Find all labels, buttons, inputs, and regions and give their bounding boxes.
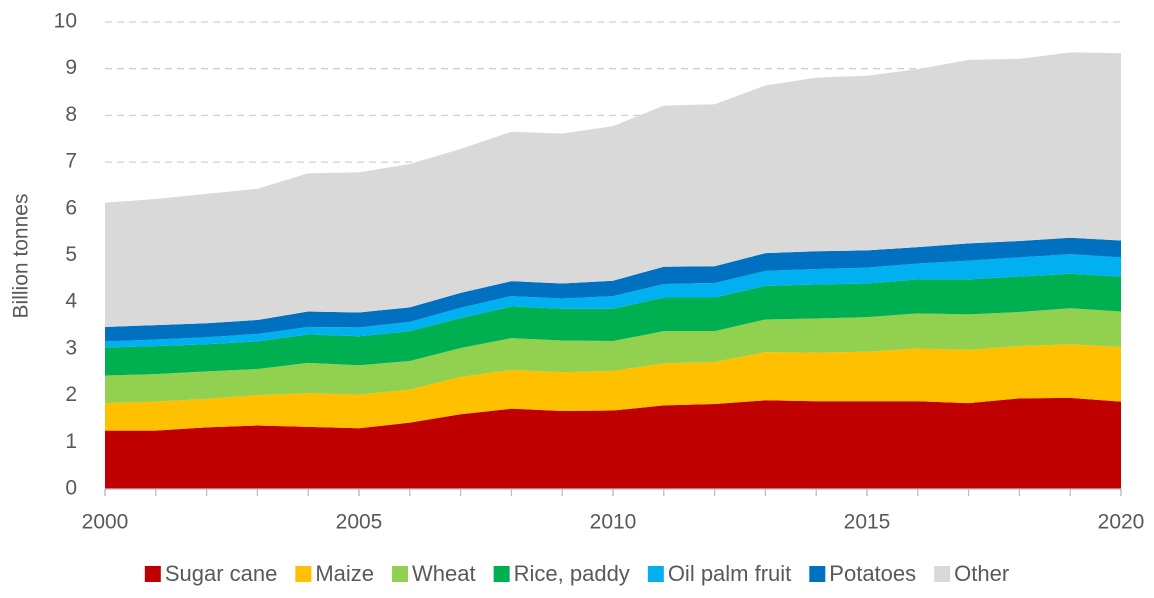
- legend-swatch: [493, 566, 510, 582]
- area: [105, 52, 1121, 327]
- area: [105, 397, 1121, 489]
- area: [105, 254, 1121, 348]
- y-axis-label: Billion tonnes: [10, 194, 33, 319]
- y-tick-label: 5: [65, 243, 77, 266]
- legend-swatch: [295, 566, 312, 582]
- y-tick-label: 7: [65, 150, 77, 173]
- legend-swatch: [809, 566, 826, 582]
- y-tick-label: 2: [65, 383, 77, 406]
- y-tick-label: 0: [65, 477, 77, 500]
- legend-label: Wheat: [412, 561, 476, 586]
- legend-label: Rice, paddy: [514, 561, 630, 586]
- area: [105, 308, 1121, 404]
- y-tick-label: 9: [65, 56, 77, 79]
- area: [105, 344, 1121, 431]
- legend-label: Oil palm fruit: [668, 561, 791, 586]
- x-tick-label: 2015: [844, 511, 891, 534]
- y-tick-label: 8: [65, 103, 77, 126]
- legend-swatch: [647, 566, 664, 582]
- legend-label: Maize: [315, 561, 374, 586]
- area: [105, 273, 1121, 376]
- x-tick-label: 2000: [82, 511, 129, 534]
- y-tick-label: 1: [65, 430, 77, 453]
- y-tick-label: 10: [54, 10, 77, 33]
- x-tick-label: 2005: [336, 511, 383, 534]
- x-tick-label: 2020: [1098, 511, 1145, 534]
- legend-swatch: [392, 566, 409, 582]
- legend-swatch: [144, 566, 161, 582]
- x-tick-label: 2010: [590, 511, 637, 534]
- y-tick-label: 4: [65, 290, 77, 313]
- legend-swatch: [934, 566, 951, 582]
- area: [105, 237, 1121, 342]
- y-tick-label: 6: [65, 196, 77, 219]
- y-tick-label: 3: [65, 336, 77, 359]
- legend-label: Sugar cane: [165, 561, 278, 586]
- legend-label: Other: [954, 561, 1009, 586]
- legend-label: Potatoes: [829, 561, 916, 586]
